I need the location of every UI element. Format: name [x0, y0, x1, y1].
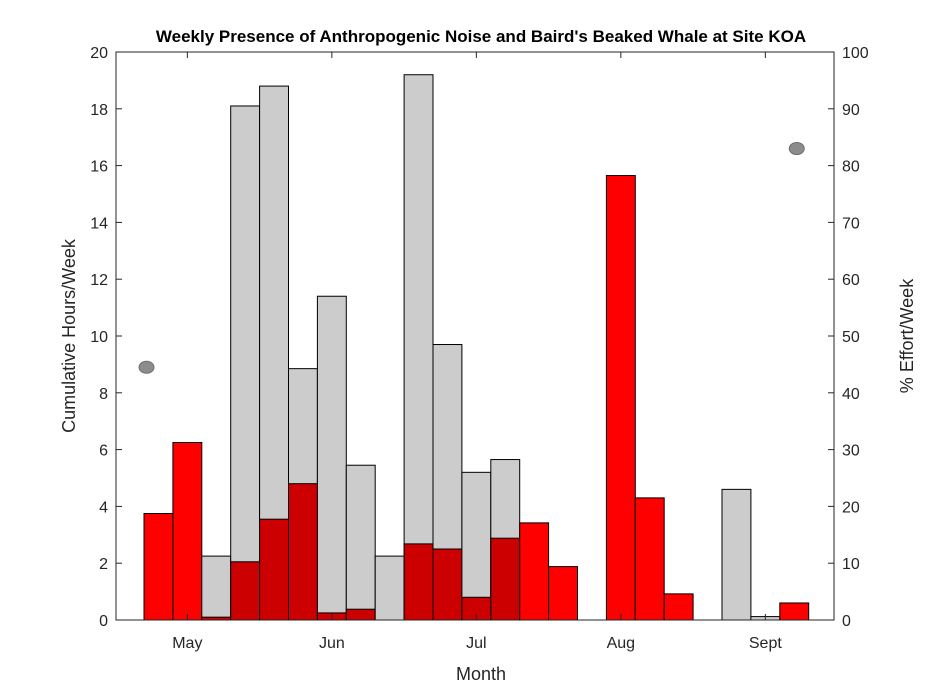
y-tick-label-left: 2	[99, 556, 108, 573]
overlap-bar	[490, 537, 521, 621]
y-axis-label-left: Cumulative Hours/Week	[59, 238, 79, 433]
effort-marker	[138, 360, 155, 374]
x-axis-label: Month	[456, 664, 506, 684]
x-tick-label: Jun	[319, 635, 345, 652]
overlap-bar	[288, 483, 318, 621]
gray-bar	[403, 74, 434, 621]
x-tick-label: Jul	[466, 635, 486, 652]
y-tick-label-right: 40	[842, 386, 860, 403]
gray-bar	[374, 555, 405, 621]
y-tick-label-left: 16	[90, 159, 108, 176]
ticks: 0 2 4 6 8 10 12 14 16 18 20 0 10 20 30 40 50 60 70 80 90 100 M…	[90, 45, 869, 652]
red-bar	[663, 593, 694, 621]
y-tick-label-right: 20	[842, 499, 860, 516]
overlap-bar	[230, 561, 261, 621]
chart-title: Weekly Presence of Anthropogenic Noise a…	[156, 27, 806, 46]
red-bar	[519, 522, 550, 621]
y-tick-label-left: 8	[99, 386, 108, 403]
y-tick-label-left: 4	[99, 499, 108, 516]
y-tick-label-left: 20	[90, 45, 108, 62]
y-tick-label-right: 90	[842, 102, 860, 119]
effort-markers	[138, 142, 805, 374]
y-tick-label-right: 100	[842, 45, 869, 62]
x-tick-label: May	[172, 635, 202, 652]
red-bar	[605, 175, 636, 621]
y-tick-label-right: 60	[842, 272, 860, 289]
y-tick-label-right: 50	[842, 329, 860, 346]
y-tick-label-right: 0	[842, 613, 851, 630]
y-tick-label-left: 14	[90, 215, 108, 232]
overlap-bar	[432, 548, 463, 621]
gray-bar	[345, 464, 376, 621]
overlap-bar	[345, 608, 376, 621]
x-tick-label: Sept	[749, 635, 782, 652]
gray-bar	[461, 471, 492, 621]
red-bar	[634, 497, 665, 621]
y-tick-label-right: 30	[842, 443, 860, 460]
gray-bar	[201, 555, 232, 621]
bars	[143, 74, 810, 621]
y-tick-label-right: 80	[842, 159, 860, 176]
effort-marker	[788, 142, 805, 156]
y-tick-label-left: 0	[99, 613, 108, 630]
gray-bar	[721, 488, 752, 621]
y-tick-label-left: 6	[99, 443, 108, 460]
overlap-bar	[403, 543, 434, 621]
overlap-bar	[259, 518, 290, 621]
y-tick-label-right: 10	[842, 556, 860, 573]
y-tick-label-left: 12	[90, 272, 108, 289]
y-axis-label-right: % Effort/Week	[897, 278, 917, 393]
red-bar	[548, 566, 578, 621]
y-tick-label-right: 70	[842, 215, 860, 232]
gray-bar	[230, 105, 261, 621]
y-tick-label-left: 18	[90, 102, 108, 119]
red-bar	[172, 442, 203, 621]
red-bar	[779, 602, 810, 621]
red-bar	[143, 513, 174, 621]
y-tick-label-left: 10	[90, 329, 108, 346]
x-tick-label: Aug	[607, 635, 635, 652]
gray-bar	[316, 295, 347, 621]
